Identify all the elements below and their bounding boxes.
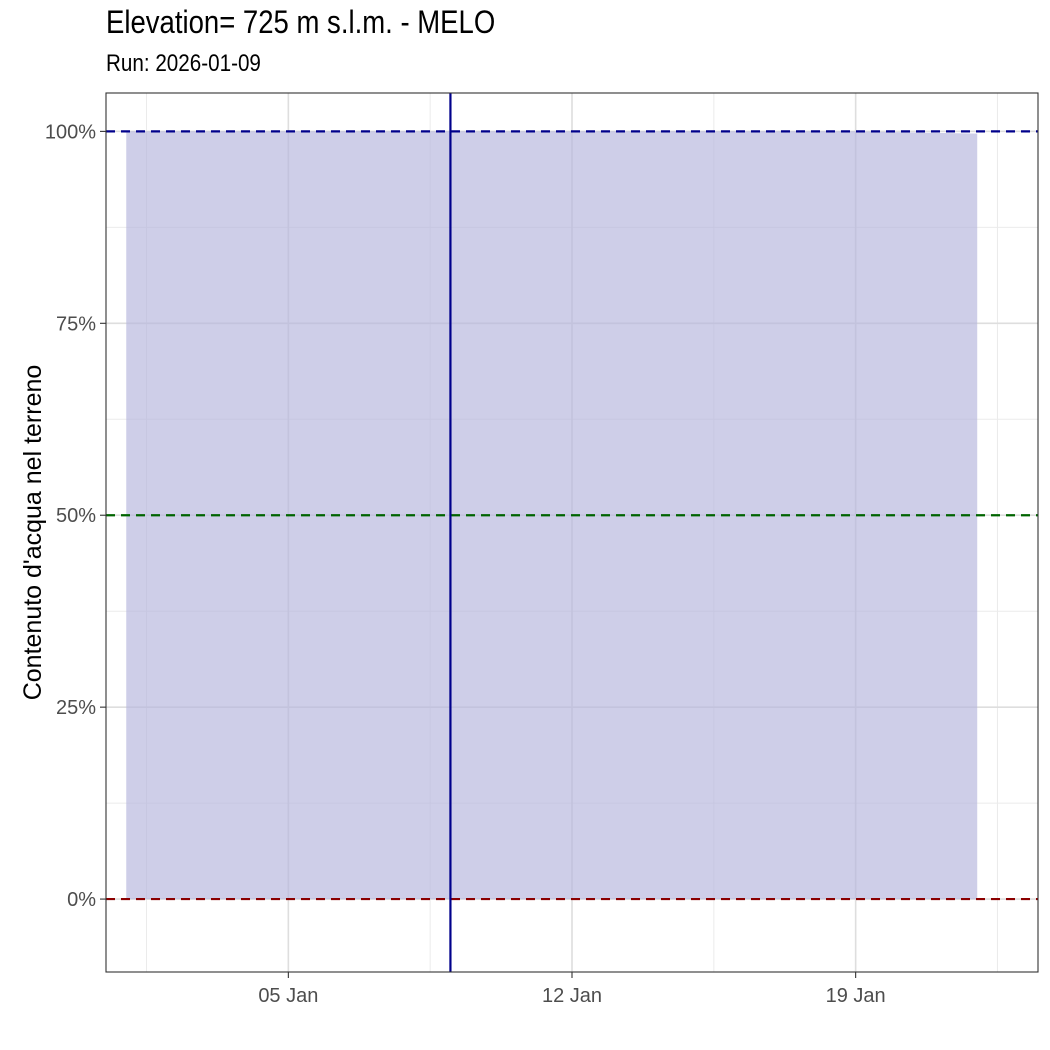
y-tick-label: 50% [56,505,96,527]
y-tick-label: 25% [56,697,96,719]
x-axis: 05 Jan 12 Jan 19 Jan [258,972,886,1007]
x-tick-label: 05 Jan [258,985,318,1007]
reference-lines [106,93,1038,972]
y-axis-label: Contenuto d'acqua nel terreno [19,365,47,701]
chart-title: Elevation= 725 m s.l.m. - MELO [106,4,496,40]
area-series [126,131,978,900]
y-tick-label: 100% [45,121,96,143]
chart-subtitle: Run: 2026-01-09 [106,50,261,77]
x-tick-label: 12 Jan [542,985,602,1007]
soil-water-area [126,131,978,900]
y-axis: 0% 25% 50% 75% 100% [45,121,106,911]
y-tick-label: 0% [67,889,96,911]
y-tick-label: 75% [56,313,96,335]
x-tick-label: 19 Jan [826,985,886,1007]
